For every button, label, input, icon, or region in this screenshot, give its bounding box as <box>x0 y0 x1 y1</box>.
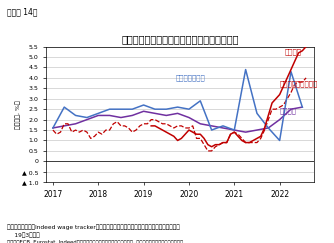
Y-axis label: （伸び率, %）: （伸び率, %） <box>15 100 21 129</box>
Text: （資料）ECB, Eurostat, Indeed　　　（サービス物価・求人賃金：月次, 受給賃金・時間当たり：四半期）: （資料）ECB, Eurostat, Indeed （サービス物価・求人賃金：月… <box>7 240 183 243</box>
Text: サービス物価上昇率: サービス物価上昇率 <box>280 81 318 87</box>
Text: 時間当たり賃金: 時間当たり賃金 <box>175 74 205 81</box>
Text: （注）求人賃金はIndeed wage tracker（ユーロ圈６か国）の前年同月比の３か月移動平均で: （注）求人賃金はIndeed wage tracker（ユーロ圈６か国）の前年同… <box>7 225 179 230</box>
Text: 受給賃金: 受給賃金 <box>280 108 297 114</box>
Text: 19年3月から: 19年3月から <box>7 233 39 238</box>
Text: 求人賃金: 求人賃金 <box>284 48 301 55</box>
Title: ユーロ圈の賃金上昇率・サービス物価上昇率: ユーロ圈の賃金上昇率・サービス物価上昇率 <box>121 35 238 44</box>
Text: （図表 14）: （図表 14） <box>7 7 37 16</box>
